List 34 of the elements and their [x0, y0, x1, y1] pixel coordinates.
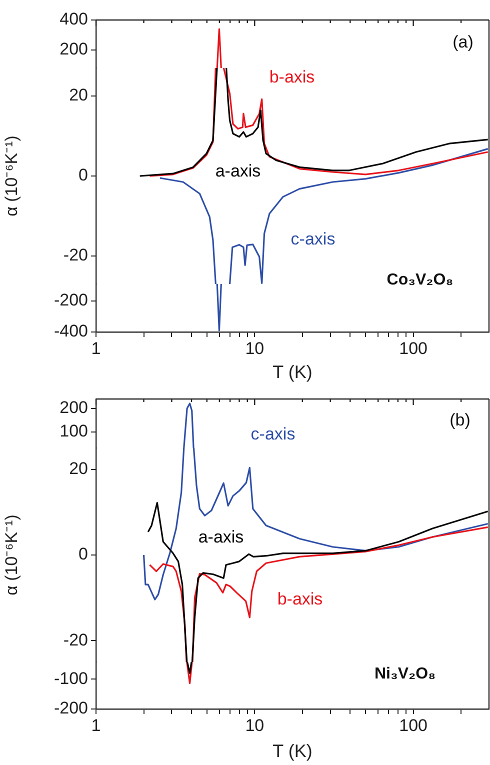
y-axis-title: α (10⁻⁶K⁻¹) — [2, 136, 21, 216]
y-tick-label: 0 — [78, 544, 88, 564]
x-axis-title: T (K) — [272, 362, 312, 382]
annotation: (a) — [452, 32, 474, 52]
y-tick-label: 0 — [78, 166, 88, 185]
x-axis-title: T (K) — [272, 741, 312, 762]
y-tick-label: -20 — [63, 630, 88, 650]
x-tick-label: 1 — [91, 716, 101, 735]
y-axis-title: α (10⁻⁶K⁻¹) — [2, 514, 21, 596]
y-tick-label: 200 — [60, 40, 88, 59]
y-tick-label: -100 — [54, 668, 88, 688]
series-label: a-axis — [198, 528, 244, 547]
annotation: (b) — [450, 410, 470, 430]
y-tick-label: -200 — [54, 698, 88, 718]
y-tick-label: 400 — [60, 10, 88, 29]
y-tick-label: -400 — [54, 322, 88, 341]
y-tick-label: 20 — [69, 459, 88, 478]
annotation: Co₃V₂O₈ — [386, 271, 454, 288]
y-tick-label: -200 — [54, 290, 88, 310]
x-tick-label: 100 — [399, 338, 428, 358]
y-tick-label: 100 — [60, 422, 88, 441]
series-label: b-axis — [277, 590, 323, 609]
x-tick-label: 1 — [91, 338, 101, 358]
x-tick-label: 10 — [245, 716, 264, 735]
x-tick-label: 100 — [399, 716, 428, 735]
text: c-axis — [250, 424, 296, 444]
y-tick-label: 200 — [60, 398, 88, 418]
annotation: Ni₃V₂O₈ — [374, 665, 436, 682]
x-tick-label: 10 — [245, 338, 264, 358]
series-label: b-axis — [269, 68, 315, 87]
y-tick-label: 20 — [69, 86, 88, 105]
series-label: a-axis — [215, 162, 261, 181]
y-tick-label: -20 — [63, 246, 88, 265]
series-label: c-axis — [290, 230, 336, 249]
